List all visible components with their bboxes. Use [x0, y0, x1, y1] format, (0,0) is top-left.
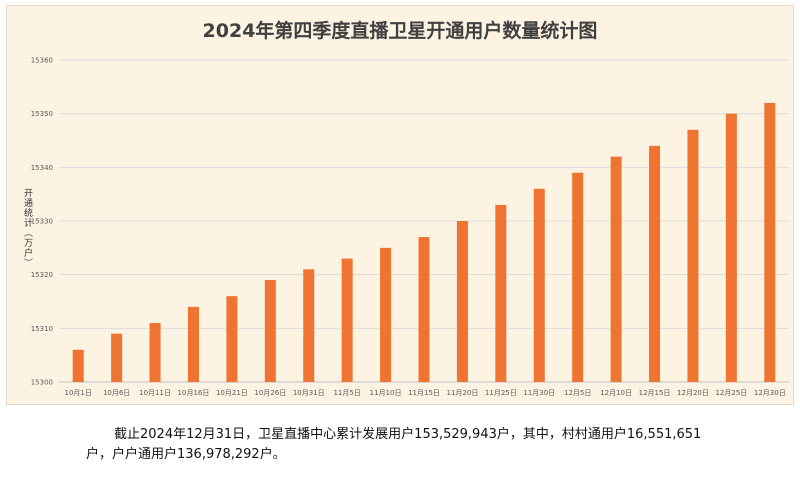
bar [610, 156, 622, 382]
x-tick-label: 12月25日 [715, 389, 747, 397]
x-tick-label: 11月20日 [447, 389, 479, 397]
x-tick-label: 12月30日 [754, 389, 786, 397]
x-tick-label: 10月6日 [103, 389, 130, 397]
bar [303, 269, 315, 382]
bar [187, 306, 199, 382]
y-tick-label: 15310 [31, 325, 53, 333]
x-tick-label: 10月31日 [293, 389, 325, 397]
caption-text: 截止2024年12月31日，卫星直播中心累计发展用户153,529,943户，其… [86, 427, 702, 462]
x-tick-label: 10月26日 [254, 389, 286, 397]
bar [495, 204, 507, 382]
chart-title: 2024年第四季度直播卫星开通用户数量统计图 [202, 20, 598, 42]
bar [380, 247, 392, 382]
bar [264, 280, 276, 382]
bar [341, 258, 353, 382]
bar [533, 188, 545, 382]
x-tick-label: 12月20日 [677, 389, 709, 397]
x-tick-label: 12月10日 [600, 389, 632, 397]
y-axis-ticks: 15300 15310 15320 15330 15340 15350 15360 [31, 57, 53, 387]
y-tick-label: 15350 [31, 110, 53, 118]
bar [649, 145, 661, 382]
y-tick-label: 15300 [31, 379, 53, 387]
chart-container: 2024年第四季度直播卫星开通用户数量统计图 开通统计（万户） 15300 153… [6, 5, 794, 405]
bar [418, 237, 430, 382]
y-tick-label: 15330 [31, 218, 53, 226]
bar-chart: 15300 15310 15320 15330 15340 15350 15360 10月1… [31, 57, 789, 397]
x-tick-label: 10月16日 [178, 389, 210, 397]
bar [72, 349, 84, 382]
bar [111, 333, 123, 382]
bars [72, 102, 776, 383]
y-tick-label: 15320 [31, 271, 53, 279]
x-tick-label: 11月30日 [523, 389, 555, 397]
x-tick-label: 10月21日 [216, 389, 248, 397]
bar [456, 221, 468, 382]
x-tick-label: 11月15日 [408, 389, 440, 397]
y-tick-label: 15360 [31, 57, 53, 65]
bar [149, 322, 161, 382]
x-axis-ticks: 10月1日 10月6日 10月11日 10月16日 10月21日 10月26日 10月31日… [65, 389, 786, 397]
y-axis-label: 开通统计（万户） [22, 188, 32, 268]
x-tick-label: 10月11日 [139, 389, 171, 397]
bar [226, 296, 238, 382]
x-tick-label: 11月5日 [333, 389, 360, 397]
bar [764, 102, 776, 382]
bar [572, 172, 584, 382]
x-tick-label: 12月5日 [564, 389, 591, 397]
bar [725, 113, 737, 383]
x-tick-label: 10月1日 [65, 389, 92, 397]
x-tick-label: 12月15日 [639, 389, 671, 397]
bar [687, 129, 699, 382]
x-tick-label: 11月10日 [370, 389, 402, 397]
x-tick-label: 11月25日 [485, 389, 517, 397]
y-tick-label: 15340 [31, 164, 53, 172]
